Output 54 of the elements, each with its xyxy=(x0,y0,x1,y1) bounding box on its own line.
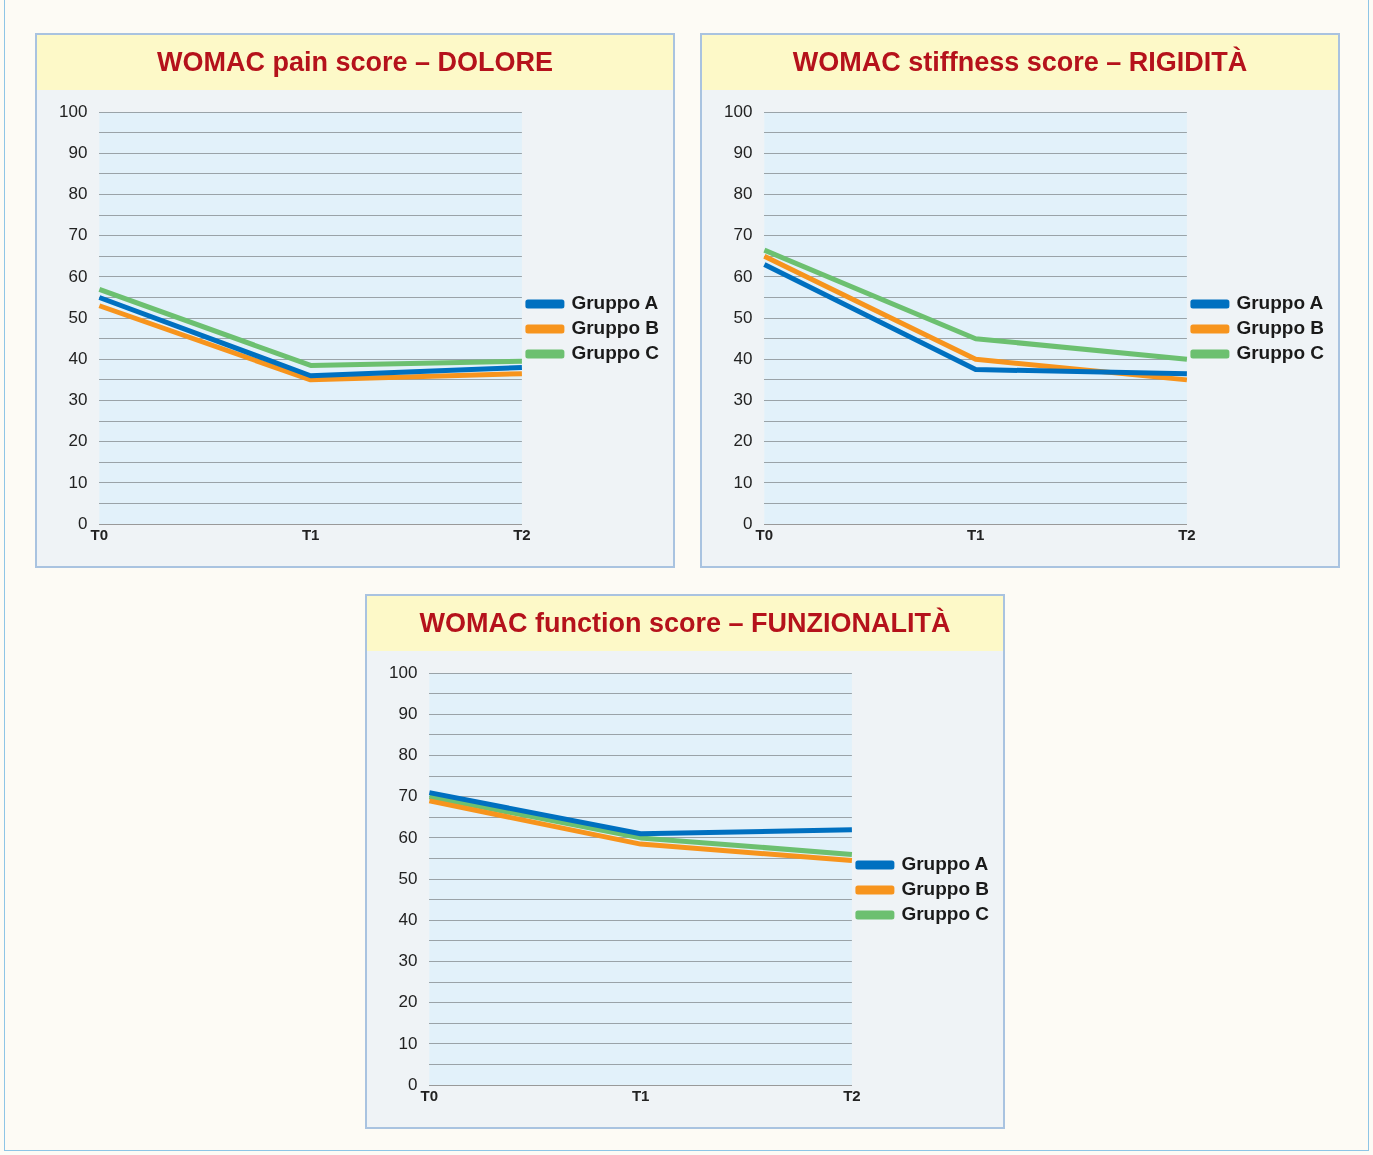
x-tick-label: T0 xyxy=(420,1087,439,1105)
y-tick-label: 10 xyxy=(733,472,753,492)
y-tick-label: 50 xyxy=(398,868,418,888)
y-tick-label: 80 xyxy=(398,745,418,765)
y-tick-label: 80 xyxy=(733,184,753,204)
y-tick-label: 100 xyxy=(723,101,753,121)
x-tick-label: T1 xyxy=(301,526,320,544)
legend-label: Gruppo B xyxy=(1236,317,1325,339)
y-tick-label: 50 xyxy=(733,307,753,327)
y-tick-label: 30 xyxy=(733,390,753,410)
legend-label: Gruppo A xyxy=(901,853,989,875)
chart-title: WOMAC function score – FUNZIONALITÀ xyxy=(367,596,1003,651)
y-tick-label: 0 xyxy=(77,513,88,533)
x-tick-label: T1 xyxy=(631,1087,650,1105)
y-tick-label: 20 xyxy=(733,431,753,451)
y-tick-label: 90 xyxy=(733,143,753,163)
legend-label: Gruppo C xyxy=(901,903,990,925)
x-tick-label: T2 xyxy=(513,526,531,544)
x-tick-label: T0 xyxy=(90,526,109,544)
y-tick-label: 60 xyxy=(733,266,753,286)
y-tick-label: 40 xyxy=(398,909,418,929)
y-tick-label: 30 xyxy=(398,951,418,971)
y-tick-label: 90 xyxy=(68,143,88,163)
legend-label: Gruppo A xyxy=(571,292,659,314)
y-tick-label: 30 xyxy=(68,390,88,410)
y-tick-label: 10 xyxy=(398,1033,418,1053)
x-tick-label: T2 xyxy=(843,1087,861,1105)
legend-label: Gruppo B xyxy=(571,317,660,339)
y-tick-label: 40 xyxy=(68,348,88,368)
legend-label: Gruppo B xyxy=(901,878,990,900)
x-tick-label: T0 xyxy=(755,526,774,544)
y-tick-label: 100 xyxy=(388,662,418,682)
y-tick-label: 90 xyxy=(398,704,418,724)
chart-title: WOMAC pain score – DOLORE xyxy=(37,35,673,90)
y-tick-label: 20 xyxy=(68,431,88,451)
y-tick-label: 60 xyxy=(398,827,418,847)
legend-label: Gruppo C xyxy=(571,342,660,364)
y-tick-label: 60 xyxy=(68,266,88,286)
y-tick-label: 70 xyxy=(733,225,753,245)
x-tick-label: T2 xyxy=(1178,526,1196,544)
y-tick-label: 0 xyxy=(407,1074,418,1094)
chart-title: WOMAC stiffness score – RIGIDITÀ xyxy=(702,35,1338,90)
y-tick-label: 0 xyxy=(742,513,753,533)
y-tick-label: 40 xyxy=(733,348,753,368)
legend-label: Gruppo A xyxy=(1236,292,1324,314)
y-tick-label: 100 xyxy=(58,101,88,121)
y-tick-label: 80 xyxy=(68,184,88,204)
legend-label: Gruppo C xyxy=(1236,342,1325,364)
y-tick-label: 70 xyxy=(398,786,418,806)
y-tick-label: 50 xyxy=(68,307,88,327)
y-tick-label: 20 xyxy=(398,992,418,1012)
y-tick-label: 10 xyxy=(68,472,88,492)
y-tick-label: 70 xyxy=(68,225,88,245)
x-tick-label: T1 xyxy=(966,526,985,544)
